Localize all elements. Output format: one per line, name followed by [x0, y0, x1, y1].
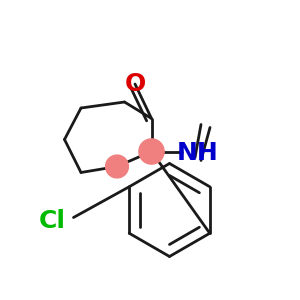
Circle shape	[106, 155, 128, 178]
Text: NH: NH	[177, 141, 219, 165]
Circle shape	[139, 139, 164, 164]
Text: O: O	[124, 72, 146, 96]
Text: Cl: Cl	[39, 208, 66, 232]
